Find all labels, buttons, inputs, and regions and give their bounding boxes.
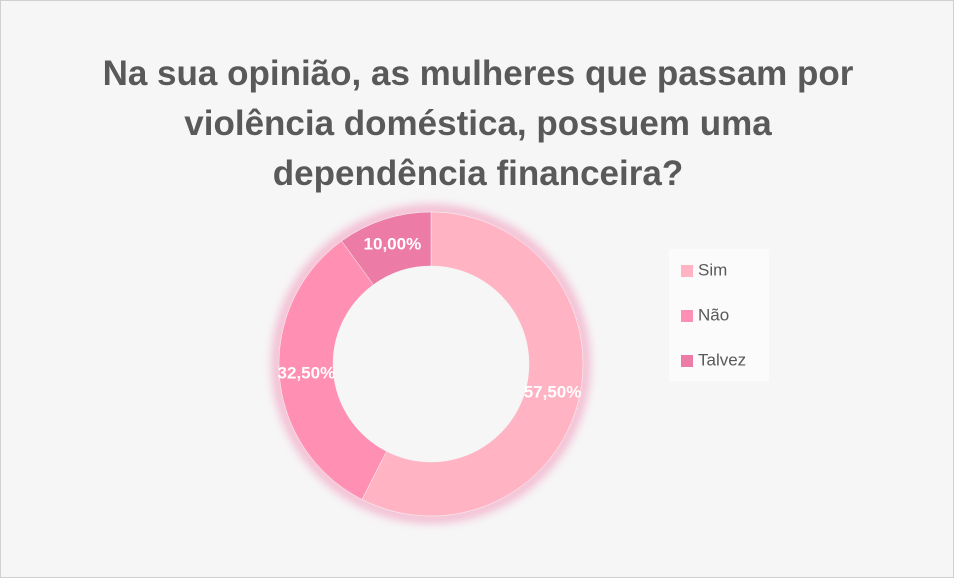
donut-slice [278,240,387,500]
chart-title: Na sua opinião, as mulheres que passam p… [102,54,854,193]
legend-label: Sim [698,260,727,279]
legend-swatch [681,265,693,277]
legend-label: Não [698,305,729,324]
donut-slice [341,211,432,286]
legend-swatch [681,355,693,367]
donut-slice [361,211,584,517]
value-label: 32,50% [278,363,336,382]
donut-glow [273,206,589,522]
value-label: 57,50% [524,383,582,402]
legend-label: Talvez [698,350,746,369]
legend-swatch [681,310,693,322]
value-label: 10,00% [364,235,422,254]
